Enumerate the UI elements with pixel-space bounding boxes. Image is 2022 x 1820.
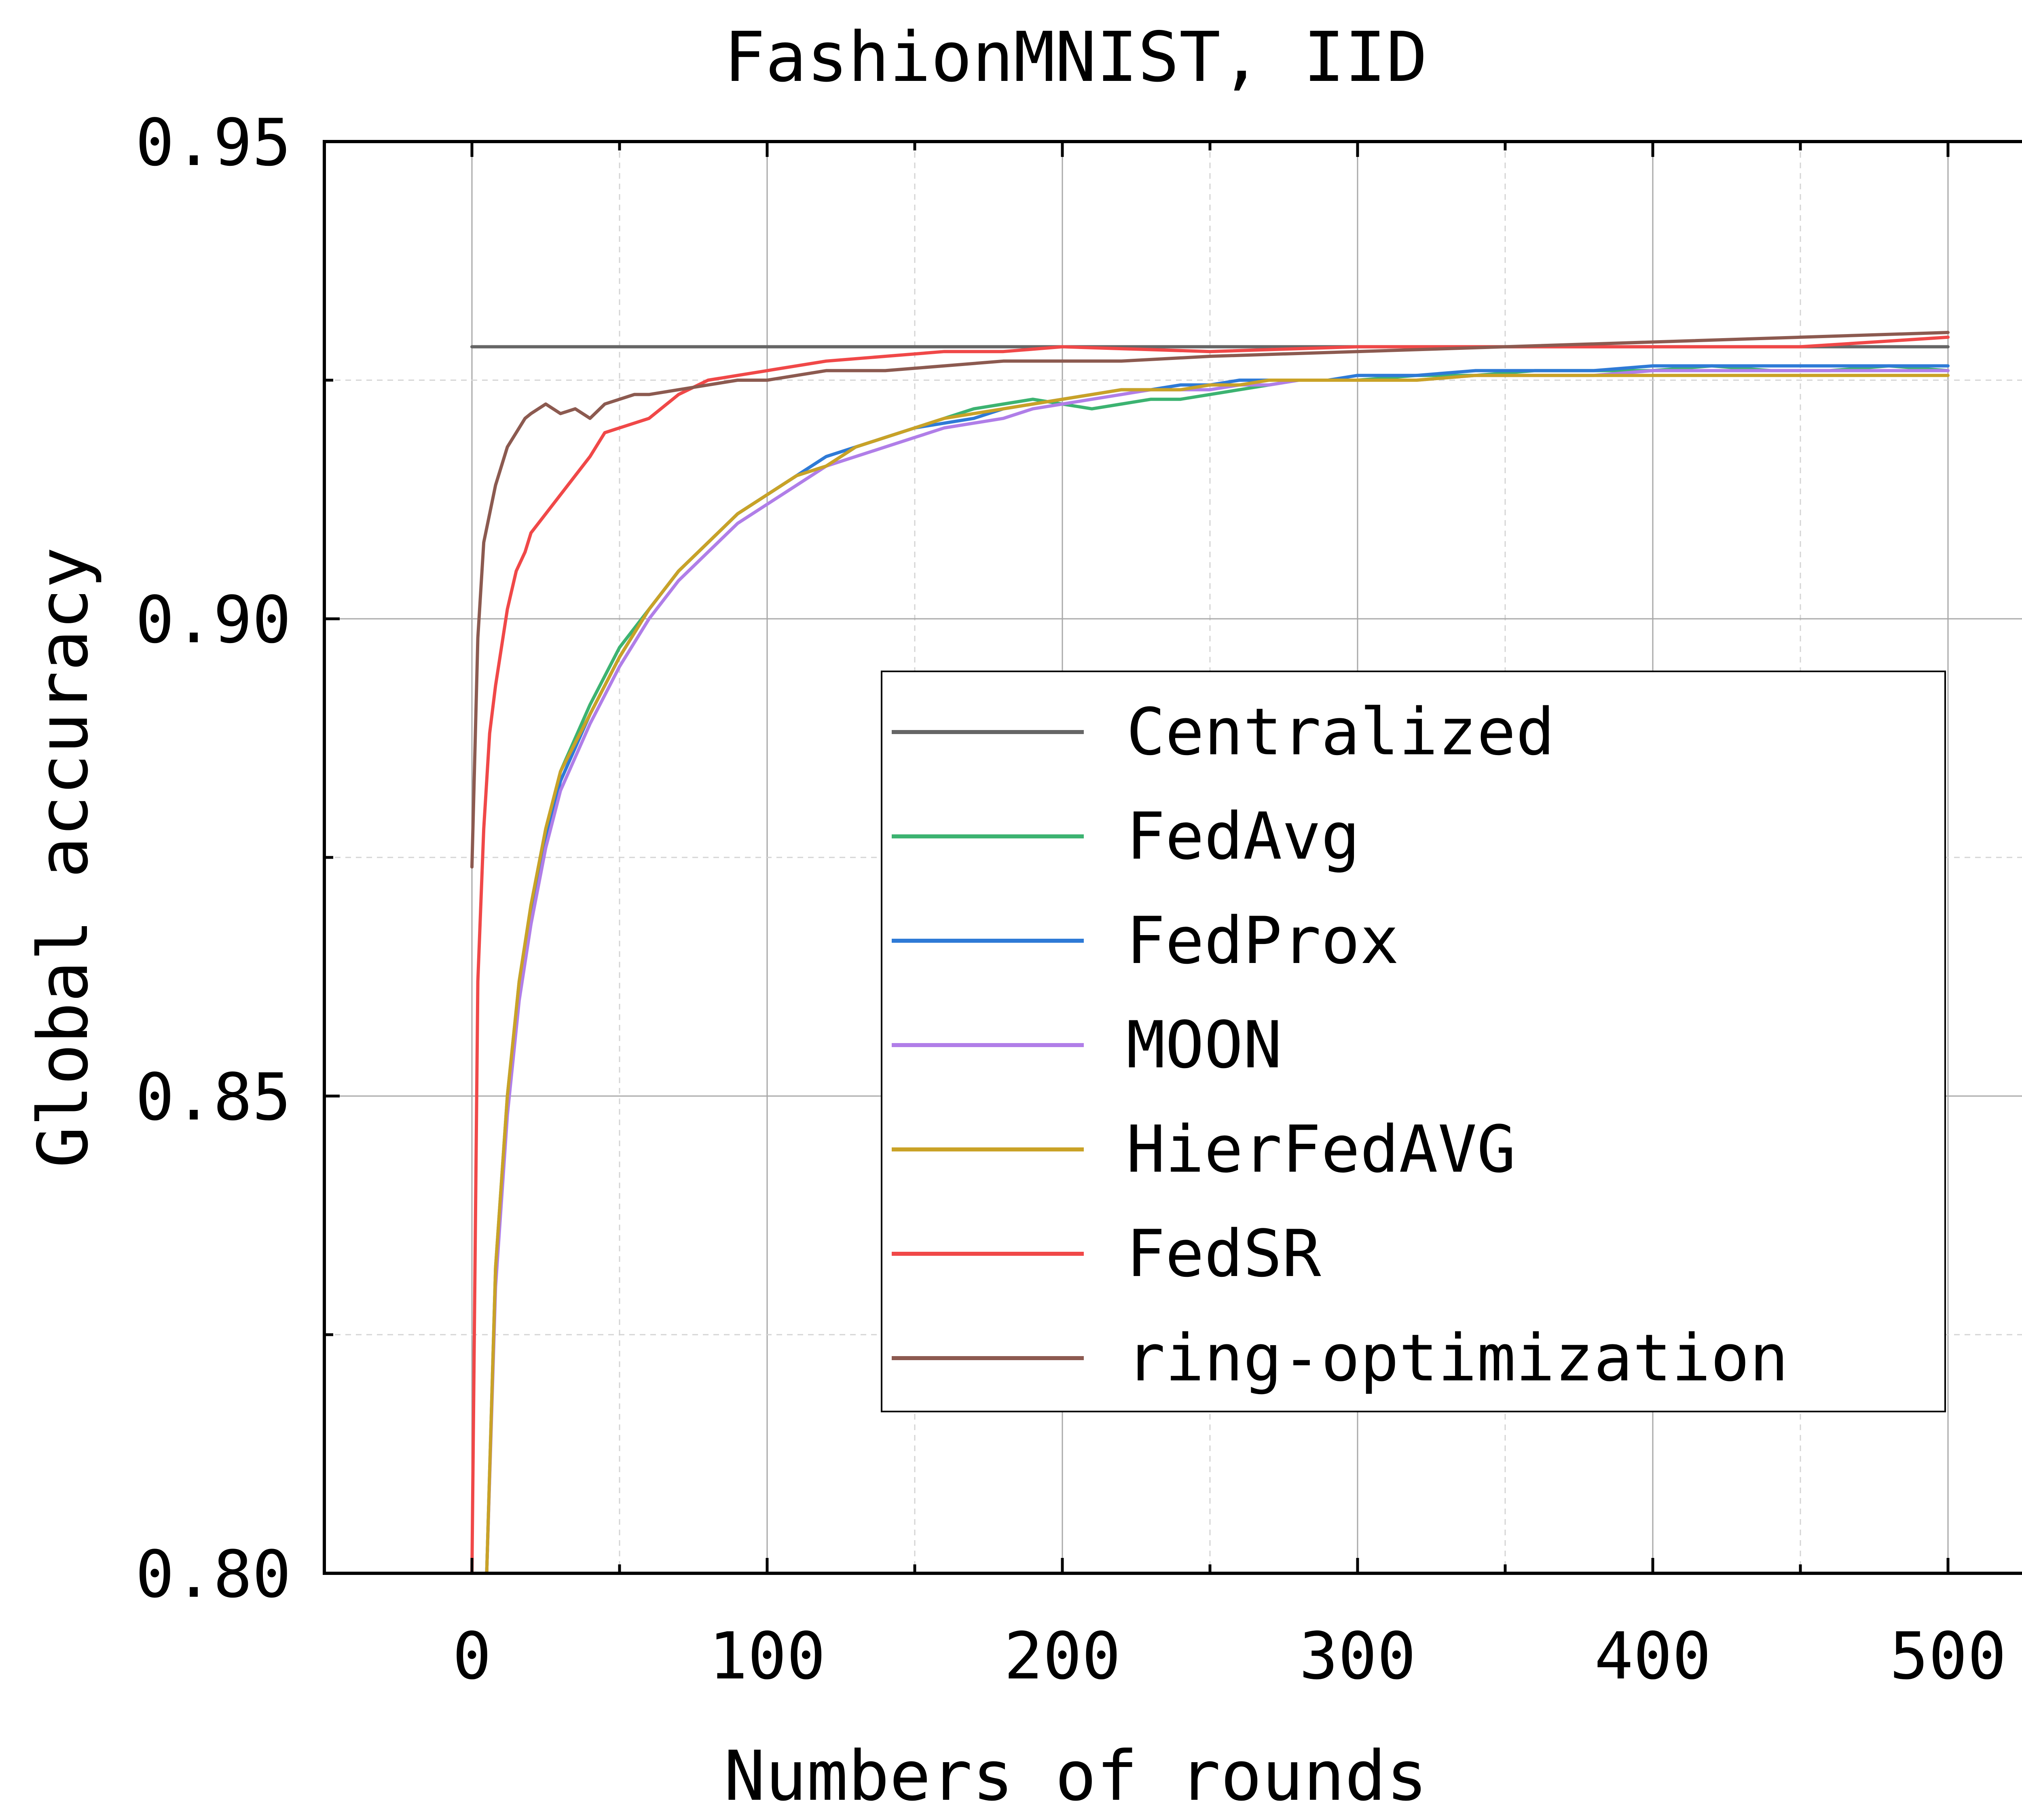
axis-ticks — [323, 140, 1950, 1575]
legend: Centralized FedAvg FedProx MOON HierFedAVG Fe… — [881, 671, 1946, 1412]
series-line-ring-optimization — [470, 331, 1950, 869]
legend-box — [881, 671, 1946, 1412]
y-tick-label: 0.95 — [135, 105, 291, 180]
x-tick-labels: 0 100 200 300 400 500 — [453, 1618, 2007, 1694]
legend-label-hierfedavg: HierFedAVG — [1126, 1111, 1516, 1187]
x-tick-label: 200 — [1004, 1618, 1121, 1694]
series-layer — [470, 331, 1950, 1573]
legend-label-centralized: Centralized — [1126, 694, 1555, 770]
y-axis-label: Global accuracy — [23, 547, 104, 1168]
legend-label-fedprox: FedProx — [1126, 903, 1399, 978]
legend-label-fedavg: FedAvg — [1126, 798, 1360, 874]
series-line-hierfedavg — [485, 374, 1950, 1573]
chart-title: FashionMNIST, IID — [724, 17, 1428, 97]
legend-label-ring-optimization: ring-optimization — [1126, 1320, 1789, 1396]
x-tick-label: 500 — [1890, 1618, 2007, 1694]
y-tick-label: 0.85 — [135, 1059, 291, 1135]
legend-label-moon: MOON — [1126, 1007, 1282, 1083]
legend-label-fedsr: FedSR — [1126, 1216, 1321, 1291]
y-tick-label: 0.90 — [135, 582, 291, 658]
series-line-fedsr — [470, 335, 1950, 1573]
x-axis-label: Numbers of rounds — [724, 1736, 1428, 1816]
y-tick-label: 0.80 — [135, 1536, 291, 1612]
y-tick-labels: 0.80 0.85 0.90 0.95 — [135, 105, 291, 1612]
x-tick-label: 100 — [709, 1618, 826, 1694]
x-tick-label: 0 — [453, 1618, 491, 1694]
x-tick-label: 400 — [1595, 1618, 1711, 1694]
x-tick-label: 300 — [1299, 1618, 1416, 1694]
